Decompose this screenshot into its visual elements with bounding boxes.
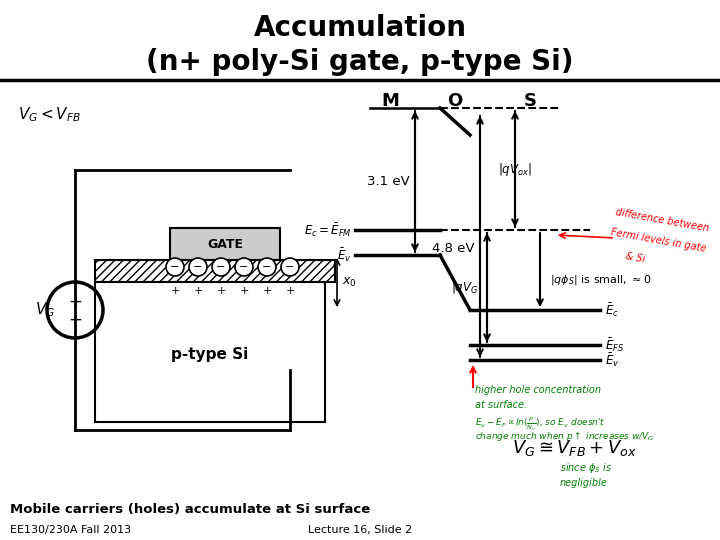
Text: $E_c= \bar{E}_{FM}$: $E_c= \bar{E}_{FM}$	[304, 221, 352, 239]
Text: 3.1 eV: 3.1 eV	[367, 175, 410, 188]
Text: $|qV_G|$: $|qV_G|$	[451, 279, 482, 296]
Text: −: −	[285, 262, 294, 272]
Circle shape	[281, 258, 299, 276]
Circle shape	[235, 258, 253, 276]
Text: negligible: negligible	[560, 478, 608, 488]
Text: Fermi levels in gate: Fermi levels in gate	[610, 227, 707, 253]
Text: higher hole concentration: higher hole concentration	[475, 385, 601, 395]
Text: +: +	[262, 286, 271, 296]
Text: $V_G \cong V_{FB} + V_{ox}$: $V_G \cong V_{FB} + V_{ox}$	[513, 438, 637, 458]
Circle shape	[189, 282, 207, 300]
Text: Mobile carriers (holes) accumulate at Si surface: Mobile carriers (holes) accumulate at Si…	[10, 503, 370, 516]
Circle shape	[281, 282, 299, 300]
Text: M: M	[381, 92, 399, 110]
Text: $\bar{E}_c$: $\bar{E}_c$	[605, 301, 619, 319]
Text: $| qV_{ox} |$: $| qV_{ox} |$	[498, 160, 532, 178]
Text: $V_G$: $V_G$	[35, 301, 55, 319]
Text: 4.8 eV: 4.8 eV	[433, 242, 475, 255]
Circle shape	[166, 258, 184, 276]
Circle shape	[258, 282, 276, 300]
Text: +: +	[193, 286, 203, 296]
Circle shape	[212, 282, 230, 300]
Text: +: +	[68, 293, 82, 311]
Text: $E_v-E_F\propto ln(\frac{p}{N_v})$, so $E_v$ doesn't: $E_v-E_F\propto ln(\frac{p}{N_v})$, so $…	[475, 415, 606, 433]
Circle shape	[166, 282, 184, 300]
Text: change much when p$\uparrow$ increases w/$V_G$: change much when p$\uparrow$ increases w…	[475, 430, 654, 443]
Text: $|q\phi_S|$ is small, $\approx 0$: $|q\phi_S|$ is small, $\approx 0$	[550, 273, 652, 287]
FancyBboxPatch shape	[170, 228, 280, 260]
FancyBboxPatch shape	[95, 282, 325, 422]
Text: +: +	[216, 286, 225, 296]
Text: difference between: difference between	[615, 207, 710, 233]
Text: & Si: & Si	[625, 251, 646, 265]
Text: −: −	[171, 262, 180, 272]
Text: +: +	[239, 286, 248, 296]
Circle shape	[212, 258, 230, 276]
Text: −: −	[262, 262, 271, 272]
Text: $V_G < V_{FB}$: $V_G < V_{FB}$	[18, 105, 81, 124]
Text: $\bar{E}_v$: $\bar{E}_v$	[338, 246, 352, 264]
FancyBboxPatch shape	[95, 260, 335, 282]
Circle shape	[235, 282, 253, 300]
Text: Accumulation: Accumulation	[253, 14, 467, 42]
Text: +: +	[285, 286, 294, 296]
Circle shape	[189, 258, 207, 276]
Text: $x_0$: $x_0$	[342, 276, 356, 289]
Text: O: O	[447, 92, 463, 110]
Text: −: −	[239, 262, 248, 272]
Circle shape	[258, 258, 276, 276]
Text: at surface.: at surface.	[475, 400, 527, 410]
Text: (n+ poly-Si gate, p-type Si): (n+ poly-Si gate, p-type Si)	[146, 48, 574, 76]
Text: $\bar{E}_v$: $\bar{E}_v$	[605, 351, 619, 369]
Text: +: +	[171, 286, 180, 296]
Text: EE130/230A Fall 2013: EE130/230A Fall 2013	[10, 525, 131, 535]
Text: since $\phi_S$ is: since $\phi_S$ is	[560, 461, 612, 475]
Text: Lecture 16, Slide 2: Lecture 16, Slide 2	[308, 525, 412, 535]
Text: S: S	[523, 92, 536, 110]
Text: p-type Si: p-type Si	[171, 348, 248, 362]
Text: −: −	[68, 311, 82, 329]
Text: $\bar{E}_{FS}$: $\bar{E}_{FS}$	[605, 336, 624, 354]
Text: GATE: GATE	[207, 238, 243, 251]
Text: −: −	[193, 262, 203, 272]
Text: −: −	[216, 262, 225, 272]
